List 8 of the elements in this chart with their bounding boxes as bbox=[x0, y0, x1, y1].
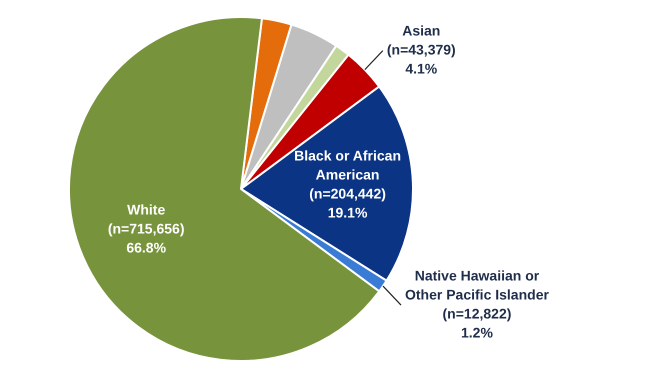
data-label: (n=12,822) 1.2% bbox=[442, 305, 512, 340]
slice-label: Black or African American bbox=[294, 147, 401, 182]
slice-label: Native Hawaiian or Other Pacific Islander bbox=[404, 267, 550, 302]
data-label: (n=43,379) 4.1% bbox=[386, 42, 456, 77]
data-label: (n=204,442) 19.1% bbox=[309, 185, 386, 220]
data-label: (n=715,656) 66.8% bbox=[108, 220, 185, 256]
slice-label: White bbox=[127, 202, 166, 218]
slice-label: Asian bbox=[402, 22, 440, 39]
